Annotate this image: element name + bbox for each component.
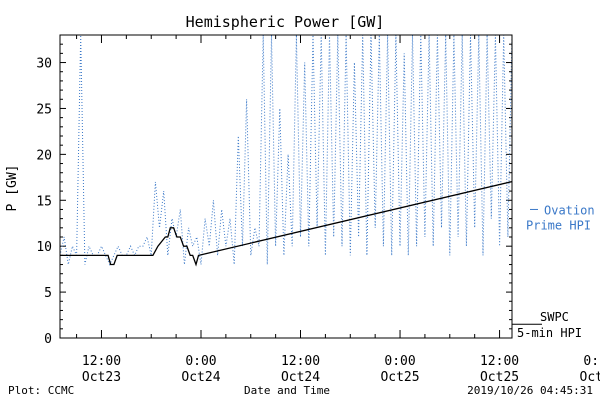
- y-tick-label: 15: [36, 194, 52, 209]
- chart-title: Hemispheric Power [GW]: [186, 13, 385, 31]
- plot-frame: [59, 34, 513, 339]
- y-tick-label: 5: [44, 286, 52, 301]
- y-tick-label: 30: [36, 57, 52, 72]
- x-tick-date-label: Oct25: [380, 370, 419, 385]
- y-axis-label: P [GW]: [5, 165, 20, 212]
- footer-timestamp: 2019/10/26 04:45:31: [467, 384, 593, 397]
- footer-plot-credit: Plot: CCMC: [8, 384, 74, 397]
- y-tick-label: 10: [36, 240, 52, 255]
- x-tick-time-label: 12:00: [82, 354, 121, 369]
- legend-label-ovation-line2: Prime HPI: [526, 218, 591, 232]
- legend-label-swpc-line1: SWPC: [540, 310, 569, 324]
- x-tick-time-label: 0:00: [185, 354, 216, 369]
- x-tick-date-label: Oct26: [580, 370, 600, 385]
- x-tick-time-label: 12:00: [480, 354, 519, 369]
- y-tick-label: 0: [44, 332, 52, 347]
- legend-label-swpc-line2: 5-min HPI: [517, 326, 582, 340]
- x-tick-time-label: 12:00: [281, 354, 320, 369]
- series-line-ovation-prime: [60, 35, 512, 266]
- x-tick-time-label: 0:00: [583, 354, 600, 369]
- series-line-swpc: [60, 180, 512, 267]
- x-tick-date-label: Oct25: [480, 370, 519, 385]
- x-tick-date-label: Oct24: [181, 370, 220, 385]
- x-tick-date-label: Oct23: [82, 370, 121, 385]
- x-axis-label: Date and Time: [244, 384, 330, 397]
- x-tick-time-label: 0:00: [384, 354, 415, 369]
- y-tick-label: 25: [36, 102, 52, 117]
- x-tick-date-label: Oct24: [281, 370, 320, 385]
- legend-label-ovation-line1: Ovation: [544, 203, 595, 217]
- y-tick-label: 20: [36, 148, 52, 163]
